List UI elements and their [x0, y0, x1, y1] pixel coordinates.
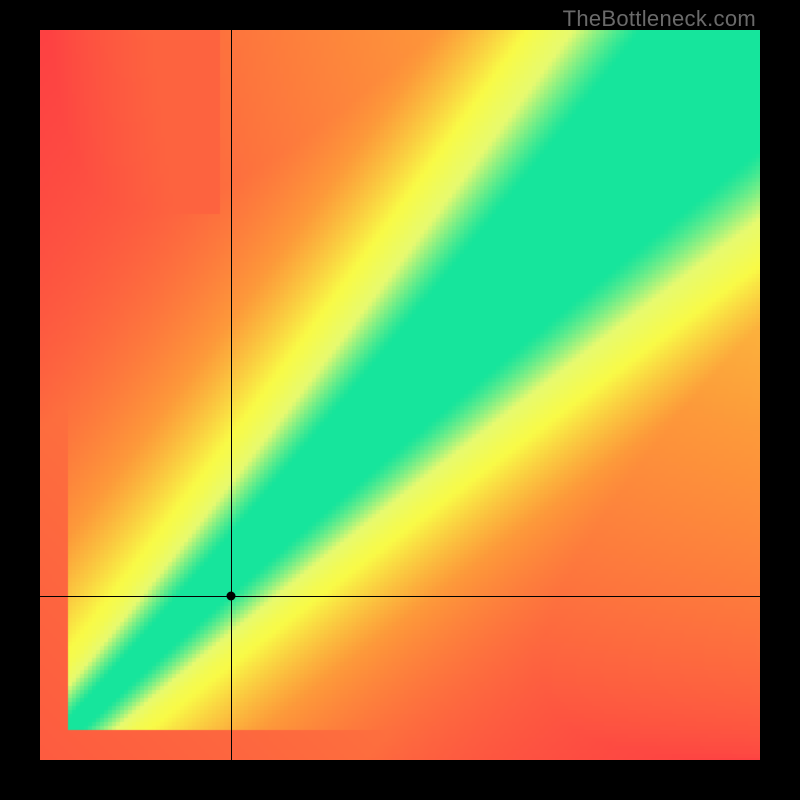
outer-frame: TheBottleneck.com [0, 0, 800, 800]
heatmap-canvas [40, 30, 760, 760]
crosshair-vertical [231, 30, 232, 760]
heatmap-plot [40, 30, 760, 760]
watermark-text: TheBottleneck.com [563, 6, 756, 32]
crosshair-horizontal [40, 596, 760, 597]
crosshair-marker [226, 591, 235, 600]
